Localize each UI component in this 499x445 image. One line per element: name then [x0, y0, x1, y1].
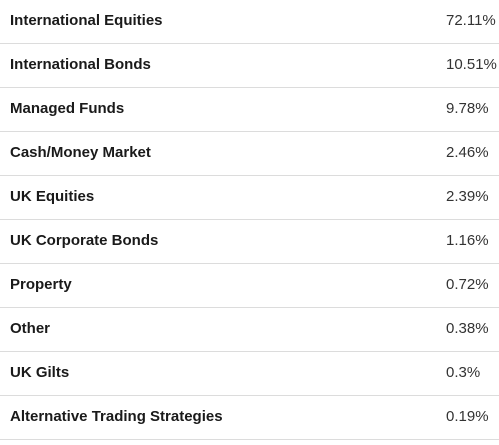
asset-class-percentage: 9.78% — [446, 100, 489, 117]
table-row: Alternative Trading Strategies 0.19% — [0, 395, 499, 439]
table-row: UK Corporate Bonds 1.16% — [0, 219, 499, 263]
asset-class-percentage: 1.16% — [446, 232, 489, 249]
asset-class-percentage: 2.39% — [446, 188, 489, 205]
asset-class-name: Other — [10, 320, 51, 337]
asset-class-percentage: 10.51% — [446, 56, 497, 73]
asset-class-percentage: 0.3% — [446, 364, 481, 381]
asset-class-name: UK Equities — [10, 188, 95, 205]
table-row: International Equities 72.11% — [0, 0, 499, 43]
asset-class-name: Property — [10, 276, 72, 293]
asset-class-name: Managed Funds — [10, 100, 125, 117]
table-row: UK Equities 2.39% — [0, 175, 499, 219]
asset-class-name: Alternative Trading Strategies — [10, 408, 223, 425]
asset-class-percentage: 0.19% — [446, 408, 489, 425]
table-row: International Bonds 10.51% — [0, 43, 499, 87]
asset-class-name: International Bonds — [10, 56, 151, 73]
asset-class-percentage: 0.72% — [446, 276, 489, 293]
table-row: Other 0.38% — [0, 307, 499, 351]
asset-class-name: UK Corporate Bonds — [10, 232, 159, 249]
table-row: UK Gilts 0.3% — [0, 351, 499, 395]
asset-class-percentage: 0.38% — [446, 320, 489, 337]
asset-class-name: International Equities — [10, 12, 163, 30]
table-row: Property 0.72% — [0, 263, 499, 307]
table-row: Managed Funds 9.78% — [0, 87, 499, 131]
asset-class-percentage: 72.11% — [446, 12, 496, 30]
table-row: Cash/Money Market 2.46% — [0, 131, 499, 175]
asset-class-percentage: 2.46% — [446, 144, 489, 161]
asset-class-name: UK Gilts — [10, 364, 70, 381]
asset-class-name: Cash/Money Market — [10, 144, 151, 161]
